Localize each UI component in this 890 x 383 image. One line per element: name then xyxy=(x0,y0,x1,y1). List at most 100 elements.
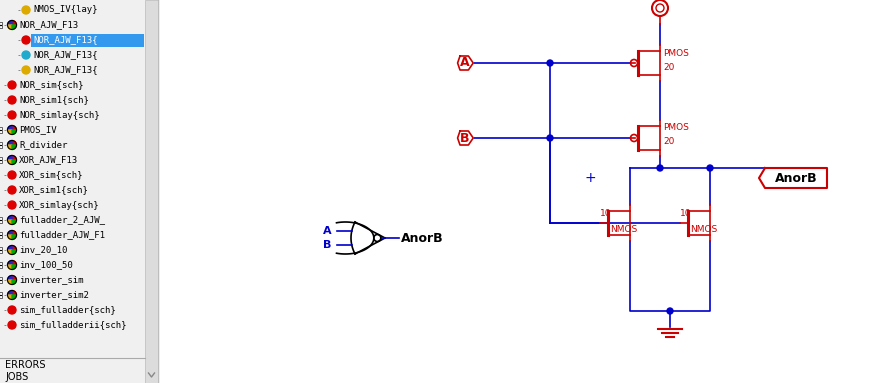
Text: 20: 20 xyxy=(663,62,675,72)
Text: NOR_AJW_F13: NOR_AJW_F13 xyxy=(19,21,78,29)
Text: inverter_sim: inverter_sim xyxy=(19,275,84,285)
Circle shape xyxy=(547,135,553,141)
Wedge shape xyxy=(7,235,12,239)
FancyBboxPatch shape xyxy=(0,217,2,223)
Circle shape xyxy=(22,36,30,44)
Wedge shape xyxy=(12,280,17,285)
FancyBboxPatch shape xyxy=(0,157,2,163)
Text: XOR_sim{sch}: XOR_sim{sch} xyxy=(19,170,84,180)
Wedge shape xyxy=(7,155,12,160)
Text: R_divider: R_divider xyxy=(19,141,68,149)
FancyBboxPatch shape xyxy=(0,262,2,268)
Wedge shape xyxy=(12,250,17,254)
Circle shape xyxy=(22,6,30,14)
Wedge shape xyxy=(7,21,12,25)
FancyBboxPatch shape xyxy=(0,22,2,28)
Text: NOR_AJW_F13{: NOR_AJW_F13{ xyxy=(33,51,98,59)
Wedge shape xyxy=(12,260,17,265)
Text: AnorB: AnorB xyxy=(400,231,443,244)
Wedge shape xyxy=(7,141,12,145)
Wedge shape xyxy=(7,290,12,295)
Text: NMOS: NMOS xyxy=(610,224,637,234)
Text: A: A xyxy=(460,57,470,69)
Wedge shape xyxy=(12,155,17,160)
Circle shape xyxy=(707,165,713,171)
Wedge shape xyxy=(7,220,12,224)
Wedge shape xyxy=(7,246,12,250)
Wedge shape xyxy=(12,231,17,235)
Circle shape xyxy=(657,165,663,171)
Circle shape xyxy=(8,201,16,209)
Text: PMOS: PMOS xyxy=(663,123,689,133)
Text: NOR_simlay{sch}: NOR_simlay{sch} xyxy=(19,111,100,119)
Wedge shape xyxy=(7,25,12,29)
FancyBboxPatch shape xyxy=(31,34,144,47)
Wedge shape xyxy=(7,160,12,165)
Text: sim_fulladderii{sch}: sim_fulladderii{sch} xyxy=(19,321,126,329)
Wedge shape xyxy=(12,216,17,220)
Wedge shape xyxy=(7,260,12,265)
Wedge shape xyxy=(12,290,17,295)
Circle shape xyxy=(667,308,673,314)
Text: inv_100_50: inv_100_50 xyxy=(19,260,73,270)
Text: PMOS: PMOS xyxy=(663,49,689,57)
Wedge shape xyxy=(7,216,12,220)
Circle shape xyxy=(8,186,16,194)
Wedge shape xyxy=(12,141,17,145)
Text: B: B xyxy=(323,240,331,250)
Wedge shape xyxy=(12,126,17,130)
Wedge shape xyxy=(7,231,12,235)
FancyBboxPatch shape xyxy=(0,292,2,298)
FancyBboxPatch shape xyxy=(0,0,158,383)
FancyBboxPatch shape xyxy=(0,142,2,148)
FancyBboxPatch shape xyxy=(0,277,2,283)
Text: +: + xyxy=(584,171,595,185)
Text: NOR_sim{sch}: NOR_sim{sch} xyxy=(19,80,84,90)
FancyBboxPatch shape xyxy=(0,127,2,133)
Wedge shape xyxy=(7,126,12,130)
Polygon shape xyxy=(457,131,473,145)
Wedge shape xyxy=(12,145,17,149)
Circle shape xyxy=(8,171,16,179)
Wedge shape xyxy=(7,280,12,285)
Text: XOR_AJW_F13: XOR_AJW_F13 xyxy=(19,155,78,165)
Wedge shape xyxy=(7,130,12,134)
Polygon shape xyxy=(759,168,827,188)
Wedge shape xyxy=(12,275,17,280)
Circle shape xyxy=(8,81,16,89)
Text: XOR_sim1{sch}: XOR_sim1{sch} xyxy=(19,185,89,195)
FancyBboxPatch shape xyxy=(0,232,2,238)
Text: ERRORS: ERRORS xyxy=(5,360,45,370)
Wedge shape xyxy=(12,130,17,134)
Circle shape xyxy=(547,60,553,66)
FancyBboxPatch shape xyxy=(145,0,158,383)
Circle shape xyxy=(22,51,30,59)
Wedge shape xyxy=(7,145,12,149)
Wedge shape xyxy=(7,275,12,280)
Text: fulladder_AJW_F1: fulladder_AJW_F1 xyxy=(19,231,105,239)
Text: B: B xyxy=(460,131,470,144)
Wedge shape xyxy=(12,246,17,250)
Wedge shape xyxy=(12,25,17,29)
FancyBboxPatch shape xyxy=(0,22,2,28)
Text: NMOS: NMOS xyxy=(690,224,717,234)
Wedge shape xyxy=(12,220,17,224)
Text: A: A xyxy=(323,226,331,236)
Text: inverter_sim2: inverter_sim2 xyxy=(19,290,89,300)
Text: fulladder_2_AJW_: fulladder_2_AJW_ xyxy=(19,216,105,224)
Text: XOR_simlay{sch}: XOR_simlay{sch} xyxy=(19,200,100,210)
Text: AnorB: AnorB xyxy=(774,172,817,185)
Polygon shape xyxy=(457,56,473,70)
Circle shape xyxy=(8,96,16,104)
Wedge shape xyxy=(12,265,17,270)
Circle shape xyxy=(8,321,16,329)
Text: PMOS_IV: PMOS_IV xyxy=(19,126,57,134)
FancyBboxPatch shape xyxy=(0,247,2,253)
Text: NMOS_IV{lay}: NMOS_IV{lay} xyxy=(33,5,98,15)
Wedge shape xyxy=(12,21,17,25)
Text: 10: 10 xyxy=(680,208,692,218)
Wedge shape xyxy=(7,265,12,270)
Text: NOR_AJW_F13{: NOR_AJW_F13{ xyxy=(33,65,98,75)
Text: sim_fulladder{sch}: sim_fulladder{sch} xyxy=(19,306,116,314)
Text: JOBS: JOBS xyxy=(5,372,28,382)
